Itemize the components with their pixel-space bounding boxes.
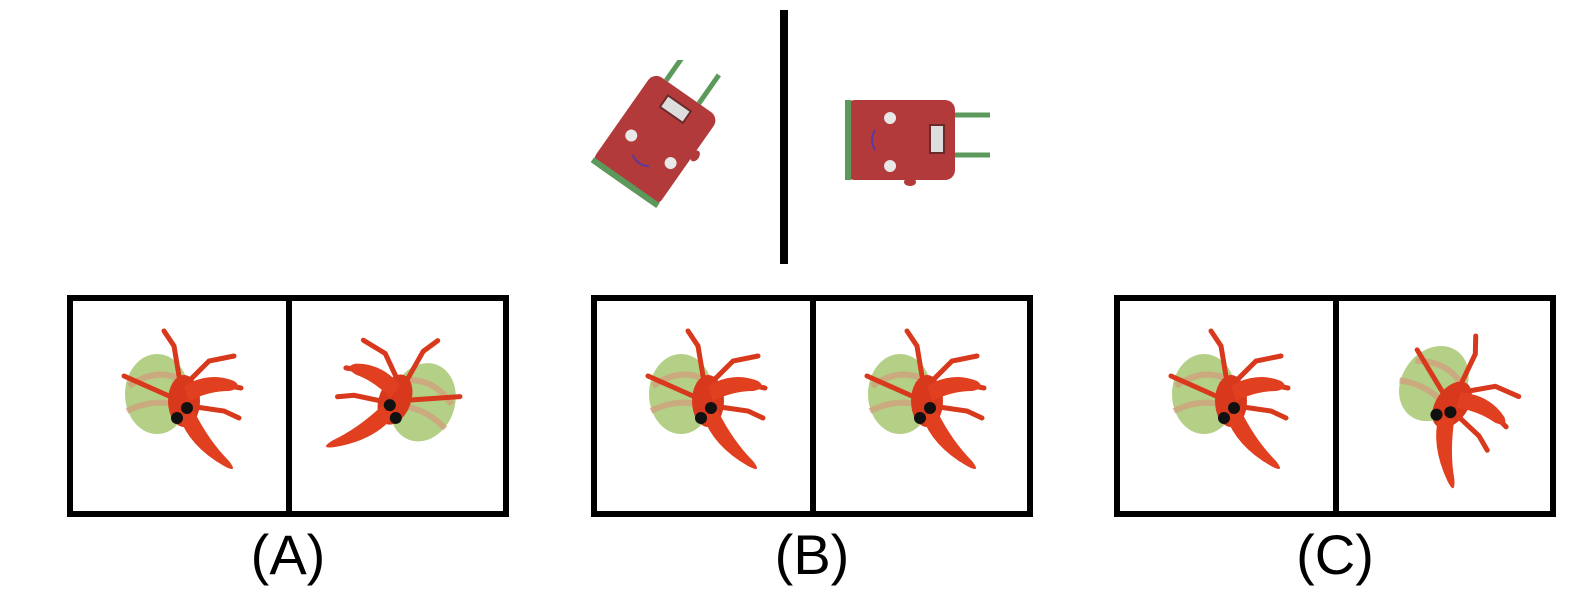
- option-b-panel[interactable]: [591, 295, 1033, 517]
- hermit-crab-icon: [816, 301, 1029, 511]
- hermit-crab-icon: [73, 301, 286, 511]
- reference-divider: [780, 10, 788, 264]
- reference-right-image: [830, 60, 1000, 220]
- option-a-label: (A): [250, 523, 326, 586]
- option-c-left-cell: [1120, 301, 1333, 511]
- option-c-panel[interactable]: [1114, 295, 1556, 517]
- option-a-right-cell: [286, 301, 505, 511]
- option-c-right-cell: [1333, 301, 1552, 511]
- reference-left-image: [575, 60, 735, 220]
- backpack-icon: [830, 60, 1000, 220]
- hermit-crab-icon: [1120, 301, 1333, 511]
- hermit-crab-rotated-icon: [292, 301, 505, 511]
- option-c-label: (C): [1296, 523, 1374, 586]
- option-a-left-cell: [73, 301, 286, 511]
- option-a-panel[interactable]: [67, 295, 509, 517]
- backpack-icon: [575, 60, 735, 220]
- option-b-left-cell: [597, 301, 810, 511]
- hermit-crab-rotated-icon: [1339, 301, 1552, 511]
- hermit-crab-icon: [597, 301, 810, 511]
- option-b-right-cell: [810, 301, 1029, 511]
- option-b-label: (B): [774, 523, 850, 586]
